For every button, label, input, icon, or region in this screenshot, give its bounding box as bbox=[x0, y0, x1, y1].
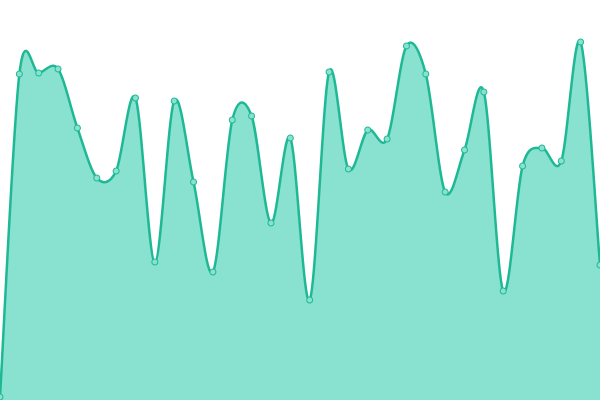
data-point bbox=[228, 116, 236, 124]
data-point bbox=[422, 70, 430, 78]
data-point bbox=[557, 157, 565, 165]
data-point bbox=[267, 219, 275, 227]
data-point bbox=[383, 135, 391, 143]
data-point bbox=[577, 38, 585, 46]
data-point bbox=[286, 134, 294, 142]
data-point bbox=[35, 69, 43, 77]
data-point bbox=[519, 162, 527, 170]
data-point bbox=[93, 174, 101, 182]
data-point bbox=[170, 97, 178, 105]
data-point bbox=[402, 42, 410, 50]
data-point bbox=[131, 94, 139, 102]
data-point bbox=[480, 88, 488, 96]
data-point bbox=[364, 126, 372, 134]
data-point bbox=[0, 393, 4, 400]
data-point bbox=[596, 261, 600, 269]
data-point bbox=[538, 144, 546, 152]
data-point bbox=[461, 146, 469, 154]
data-point bbox=[344, 165, 352, 173]
data-point bbox=[499, 287, 507, 295]
data-point bbox=[190, 178, 198, 186]
data-point bbox=[248, 112, 256, 120]
data-point bbox=[325, 68, 333, 76]
data-point bbox=[54, 65, 62, 73]
data-point bbox=[112, 167, 120, 175]
data-point bbox=[15, 70, 23, 78]
data-point bbox=[73, 124, 81, 132]
data-point bbox=[441, 188, 449, 196]
data-point bbox=[209, 268, 217, 276]
area-fill bbox=[0, 40, 600, 400]
data-point bbox=[306, 296, 314, 304]
data-point bbox=[151, 258, 159, 266]
